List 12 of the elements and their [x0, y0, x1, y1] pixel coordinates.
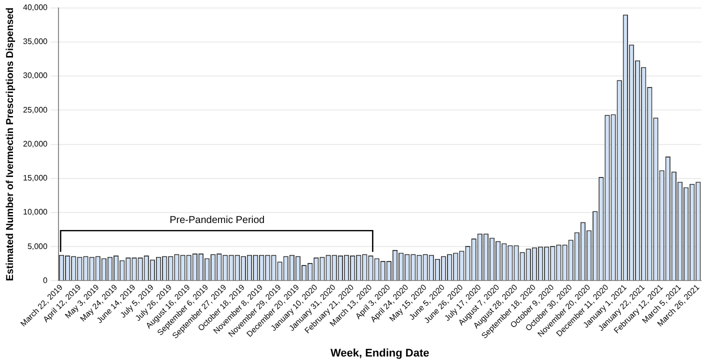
- y-tick-label: 0: [43, 276, 48, 285]
- y-tick-label: 5,000: [27, 242, 48, 251]
- annotation: Pre-Pandemic Period: [168, 214, 266, 226]
- y-tick-label: 20,000: [23, 139, 48, 148]
- y-tick-label: 30,000: [23, 71, 48, 80]
- y-tick-label: 35,000: [23, 37, 48, 46]
- y-tick-label: 10,000: [23, 208, 48, 217]
- y-tick-label: 25,000: [23, 105, 48, 114]
- y-axis-title: Estimated Number of Ivermectin Prescriptions Dispensed: [4, 8, 16, 281]
- y-tick-label: 15,000: [23, 174, 48, 183]
- y-tick-label: 40,000: [23, 3, 48, 12]
- x-axis-title: Week, Ending Date: [330, 347, 430, 360]
